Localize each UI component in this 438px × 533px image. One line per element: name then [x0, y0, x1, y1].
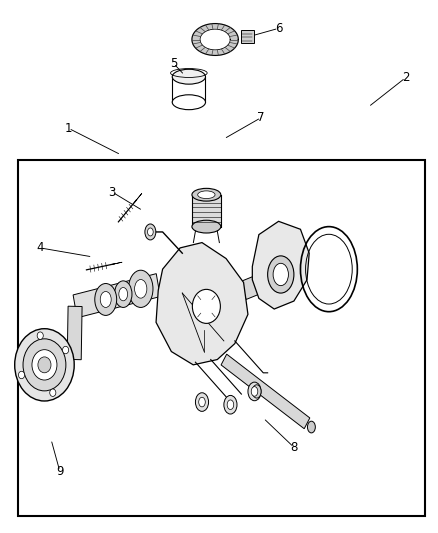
Circle shape [38, 357, 51, 373]
Ellipse shape [95, 284, 117, 316]
Polygon shape [67, 306, 82, 360]
Polygon shape [172, 77, 205, 102]
Text: 8: 8 [290, 441, 297, 454]
Ellipse shape [114, 281, 132, 308]
Ellipse shape [195, 393, 208, 411]
Text: 3: 3 [108, 185, 116, 199]
Circle shape [14, 329, 74, 401]
Ellipse shape [119, 287, 127, 301]
Ellipse shape [223, 395, 237, 414]
Polygon shape [252, 221, 308, 309]
Polygon shape [73, 273, 160, 318]
Ellipse shape [147, 228, 153, 236]
Ellipse shape [251, 386, 257, 396]
Text: 7: 7 [257, 111, 264, 124]
FancyBboxPatch shape [18, 160, 424, 516]
Ellipse shape [145, 224, 155, 240]
Circle shape [37, 332, 43, 340]
Text: 5: 5 [170, 57, 177, 70]
Polygon shape [240, 265, 285, 300]
Text: 6: 6 [274, 22, 282, 35]
Ellipse shape [198, 397, 205, 407]
Ellipse shape [247, 382, 261, 401]
Ellipse shape [191, 220, 220, 233]
Ellipse shape [272, 263, 288, 286]
Ellipse shape [172, 69, 205, 84]
Circle shape [23, 339, 66, 391]
Polygon shape [221, 354, 309, 429]
Polygon shape [155, 243, 247, 365]
Ellipse shape [191, 188, 220, 201]
Ellipse shape [267, 256, 293, 293]
Circle shape [18, 372, 25, 379]
Circle shape [62, 346, 68, 354]
FancyBboxPatch shape [240, 30, 253, 43]
Ellipse shape [128, 270, 152, 308]
Text: 4: 4 [36, 241, 44, 254]
Text: 2: 2 [401, 71, 408, 84]
Ellipse shape [134, 279, 147, 298]
Ellipse shape [307, 421, 314, 433]
Bar [191, 195, 220, 227]
Circle shape [32, 350, 57, 380]
Text: 9: 9 [56, 465, 64, 478]
Ellipse shape [226, 400, 233, 409]
Circle shape [192, 289, 220, 324]
Ellipse shape [172, 95, 205, 110]
Circle shape [49, 389, 56, 397]
Polygon shape [134, 193, 141, 203]
Ellipse shape [100, 292, 111, 308]
Text: 1: 1 [65, 122, 72, 135]
Ellipse shape [252, 385, 261, 398]
Polygon shape [191, 23, 238, 55]
Polygon shape [111, 262, 122, 264]
Polygon shape [200, 29, 230, 50]
Ellipse shape [197, 191, 215, 199]
